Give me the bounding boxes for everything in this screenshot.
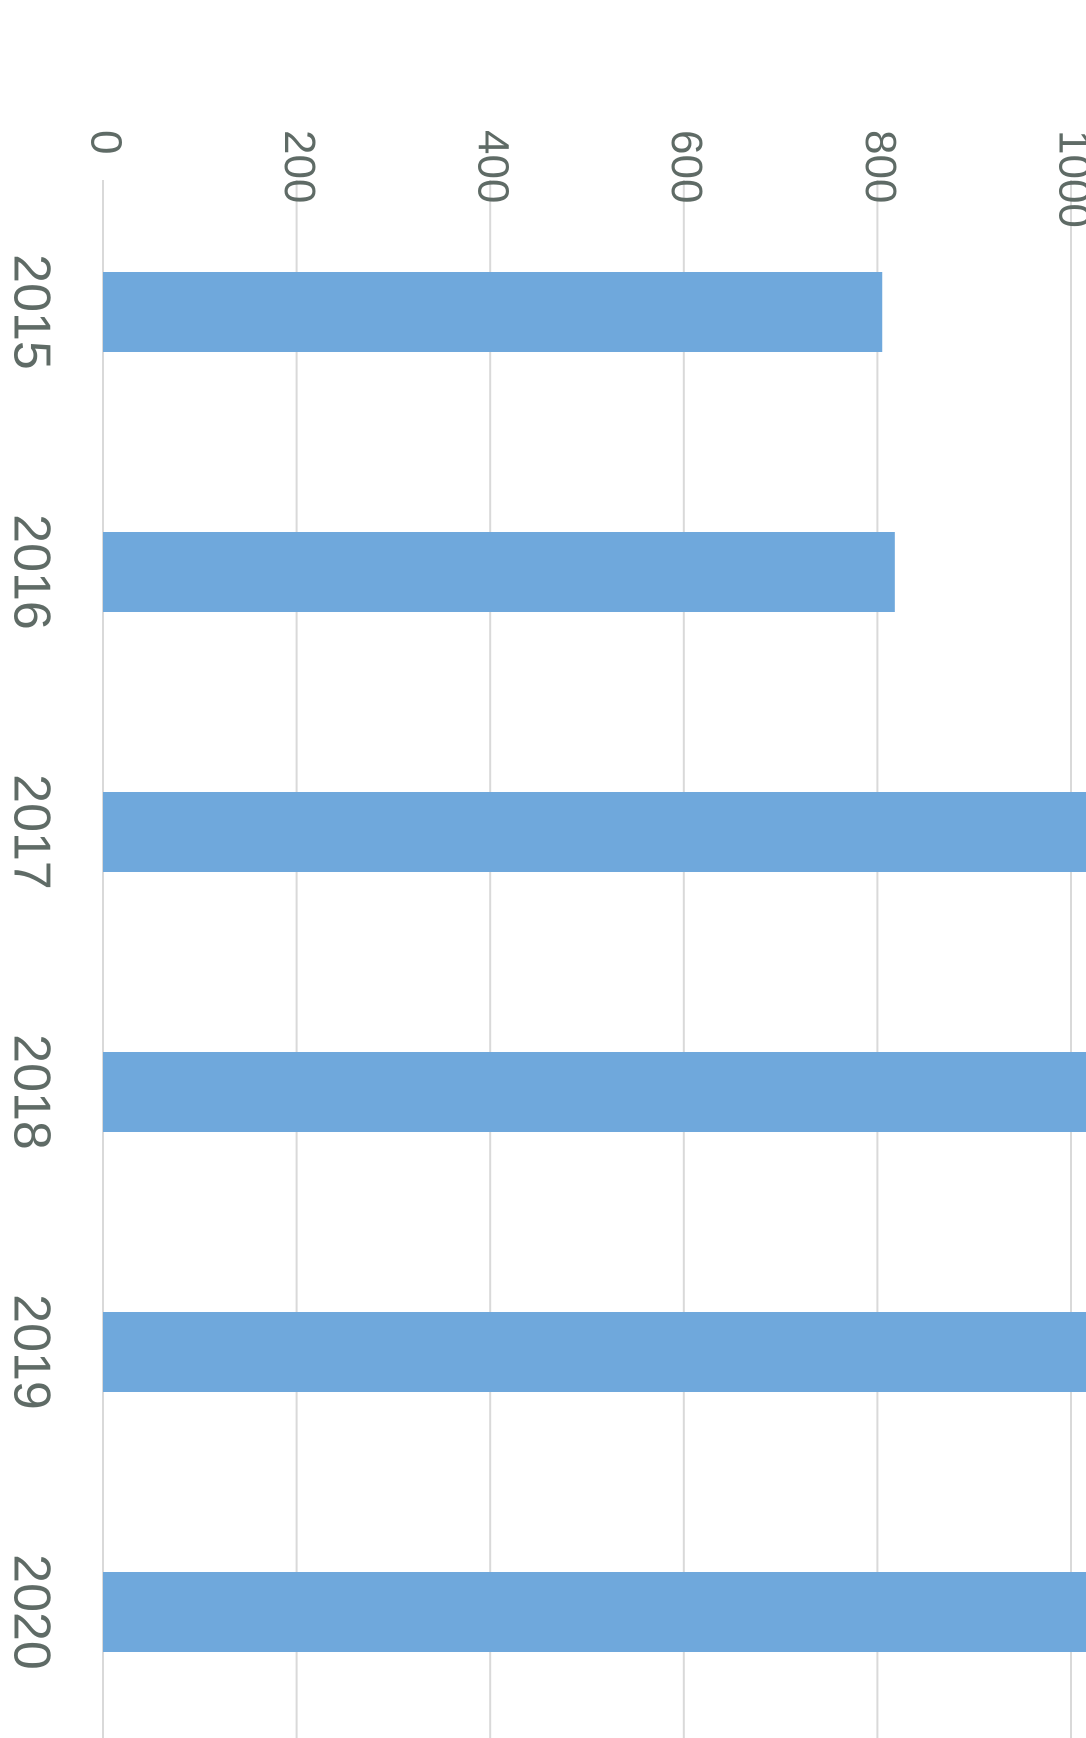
value-axis-ticks: 0200400600800100012001400 (81, 130, 1086, 228)
category-label-2019: 2019 (2, 1294, 60, 1410)
bar-2018 (103, 1052, 1086, 1132)
category-label-2017: 2017 (2, 774, 60, 890)
bar-2017 (103, 792, 1086, 872)
bar-2016 (103, 532, 895, 612)
bar-2015 (103, 272, 883, 352)
value-tick-label-1000: 1000 (1049, 130, 1086, 228)
value-tick-label-200: 200 (275, 130, 324, 203)
value-tick-label-400: 400 (469, 130, 518, 203)
bar-2020 (103, 1572, 1086, 1652)
bars (103, 272, 1086, 1652)
value-tick-label-800: 800 (856, 130, 905, 203)
category-label-2020: 2020 (2, 1554, 60, 1670)
bar-2019 (103, 1312, 1086, 1392)
gridlines (102, 180, 1072, 1738)
value-tick-label-600: 600 (662, 130, 711, 203)
category-label-2016: 2016 (2, 514, 60, 630)
category-axis-labels: 2015 2016 2017 2018 2019 2020 (2, 254, 60, 1670)
category-label-2018: 2018 (2, 1034, 60, 1150)
value-tick-label-0: 0 (81, 130, 130, 154)
category-label-2015: 2015 (2, 254, 60, 370)
